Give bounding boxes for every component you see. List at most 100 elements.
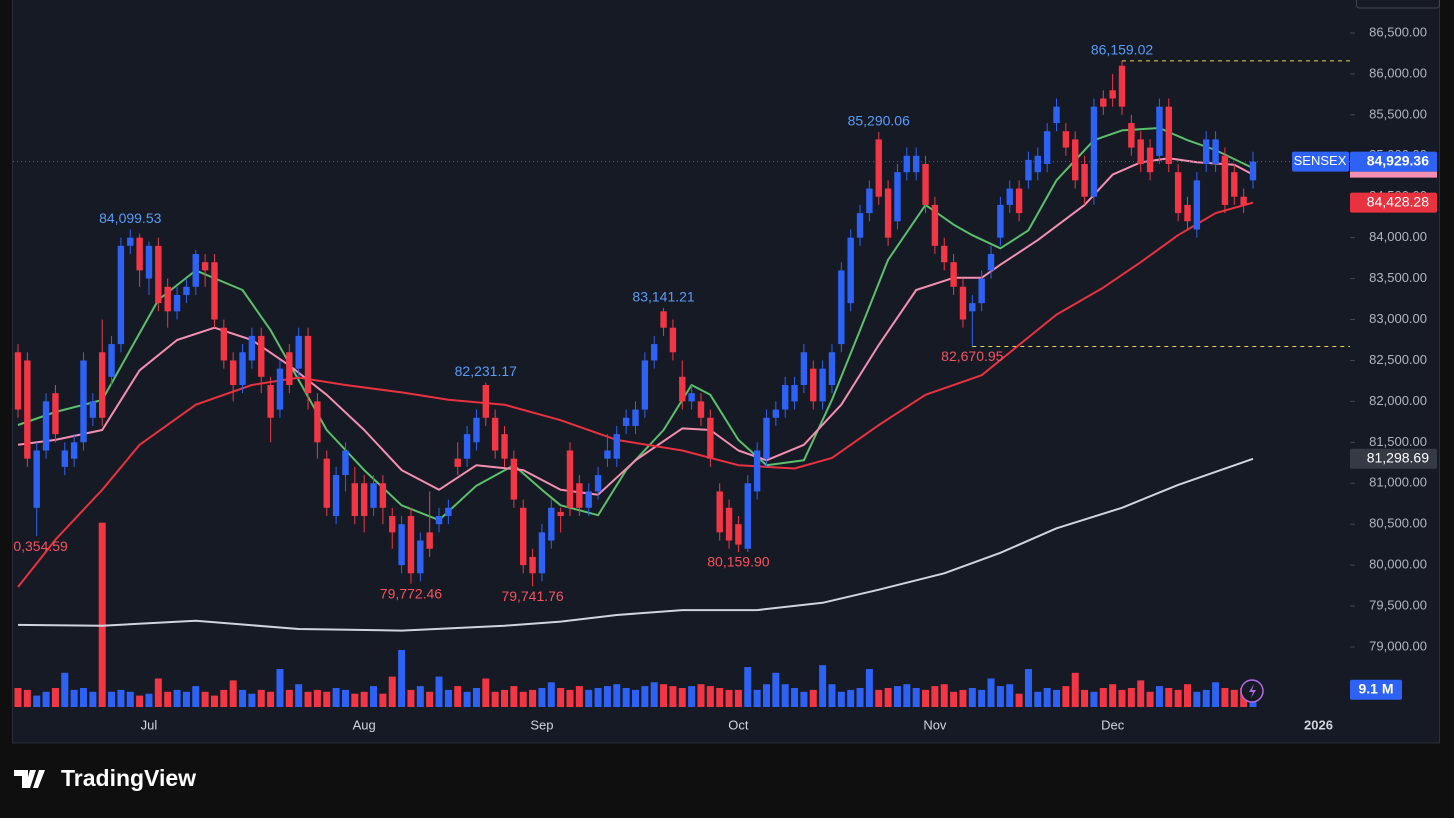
volume-bar	[1155, 686, 1163, 707]
volume-bar	[510, 686, 518, 707]
candle-body	[622, 417, 630, 426]
volume-bar	[435, 676, 443, 707]
volume-bar	[1202, 689, 1210, 707]
y-tick-label: 81,000.00	[1369, 475, 1427, 490]
candle-body	[632, 409, 639, 426]
volume-bar	[388, 676, 396, 707]
volume-bar	[669, 686, 677, 707]
low-label: 80,354.59	[6, 538, 68, 554]
volume-bar	[33, 695, 41, 707]
candle-body	[42, 401, 50, 451]
candle-body	[248, 335, 256, 361]
volume-bar	[285, 689, 293, 707]
volume-bar	[360, 691, 368, 707]
candle-body	[1034, 155, 1042, 173]
candle-body	[856, 213, 864, 238]
volume-bar	[781, 684, 789, 707]
candle-body	[931, 204, 939, 246]
volume-bar	[575, 686, 583, 707]
volume-bar	[1081, 689, 1089, 707]
candle-body	[342, 450, 349, 476]
volume-bar	[267, 691, 275, 707]
candle-body	[987, 254, 995, 271]
volume-bar	[1193, 691, 1201, 707]
volume-bar	[959, 689, 967, 707]
volume-bar	[1099, 688, 1107, 707]
candle-body	[1015, 188, 1023, 214]
volume-badge-label: 9.1 M	[1358, 680, 1393, 696]
volume-bar	[856, 688, 864, 707]
candle-body	[697, 401, 705, 418]
x-tick-label: Nov	[923, 717, 947, 732]
y-tick-label: 80,500.00	[1369, 516, 1427, 531]
y-tick-label: 82,000.00	[1369, 393, 1427, 408]
volume-bar	[594, 688, 602, 707]
x-tick-label: Dec	[1101, 717, 1125, 732]
volume-bar	[809, 689, 817, 707]
candle-body	[1025, 159, 1032, 181]
volume-bar	[117, 689, 125, 707]
candle-body	[1100, 98, 1107, 107]
ma-badge-label: 81,298.69	[1367, 449, 1429, 465]
volume-bar	[1146, 691, 1154, 707]
volume-bar	[922, 689, 930, 707]
volume-bar	[557, 688, 565, 707]
volume-bar	[996, 686, 1004, 707]
volume-bar	[276, 669, 284, 707]
candle-body	[576, 483, 583, 508]
candle-body	[800, 352, 808, 386]
candle-body	[1081, 163, 1088, 197]
candle-body	[24, 360, 31, 459]
candle-body	[1165, 106, 1172, 164]
volume-bar	[1090, 691, 1098, 707]
y-tick-label: 80,000.00	[1369, 557, 1427, 572]
volume-bar	[61, 672, 69, 707]
volume-bar	[210, 695, 218, 707]
volume-bar	[762, 684, 770, 707]
volume-bar	[136, 695, 144, 707]
candle-body	[819, 368, 826, 402]
axis-button[interactable]	[1356, 0, 1440, 9]
volume-bar	[23, 689, 31, 707]
candle-body	[473, 417, 480, 443]
candle-body	[286, 352, 293, 386]
volume-bar	[650, 682, 658, 707]
candle-body	[810, 368, 817, 402]
ma-marker	[1350, 171, 1437, 178]
volume-bar	[1006, 684, 1014, 707]
candle-body	[1090, 106, 1098, 197]
volume-badge	[1350, 679, 1402, 700]
candle-body	[211, 262, 218, 320]
volume-bar	[463, 691, 471, 707]
replay-icon[interactable]	[1240, 679, 1264, 703]
y-tick-label: 86,500.00	[1369, 24, 1427, 39]
candle-body	[426, 532, 433, 549]
candle-body	[838, 270, 845, 345]
volume-bar	[454, 686, 462, 707]
volume-bar	[192, 686, 200, 707]
candle-body	[454, 458, 461, 467]
candle-body	[950, 262, 957, 287]
volume-bar	[182, 691, 190, 707]
candle-body	[538, 532, 546, 574]
candle-body	[304, 335, 312, 394]
candle-body	[1053, 106, 1060, 124]
candle-body	[1193, 180, 1201, 230]
candle-body	[716, 491, 723, 533]
volume-bar	[332, 688, 340, 707]
volume-bar	[566, 689, 574, 707]
volume-bar	[1184, 684, 1191, 707]
x-tick-label: Aug	[353, 717, 376, 732]
icon-bolt	[1249, 684, 1256, 698]
volume-bar	[622, 688, 630, 707]
high-label: 84,099.53	[99, 210, 161, 226]
volume-bar	[903, 684, 911, 707]
volume-bar	[613, 684, 621, 707]
volume-bar	[706, 686, 714, 707]
candle-body	[435, 515, 443, 525]
candle-body	[379, 483, 387, 508]
ma-badge-label: 84,428.28	[1367, 193, 1429, 209]
ma-line	[17, 201, 1254, 588]
candle-body	[501, 434, 508, 459]
